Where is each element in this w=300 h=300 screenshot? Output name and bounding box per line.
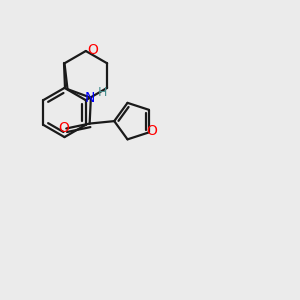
Text: O: O bbox=[58, 122, 69, 136]
Text: H: H bbox=[98, 86, 107, 99]
Text: O: O bbox=[87, 43, 98, 56]
Text: O: O bbox=[146, 124, 158, 138]
Text: N: N bbox=[84, 91, 94, 105]
